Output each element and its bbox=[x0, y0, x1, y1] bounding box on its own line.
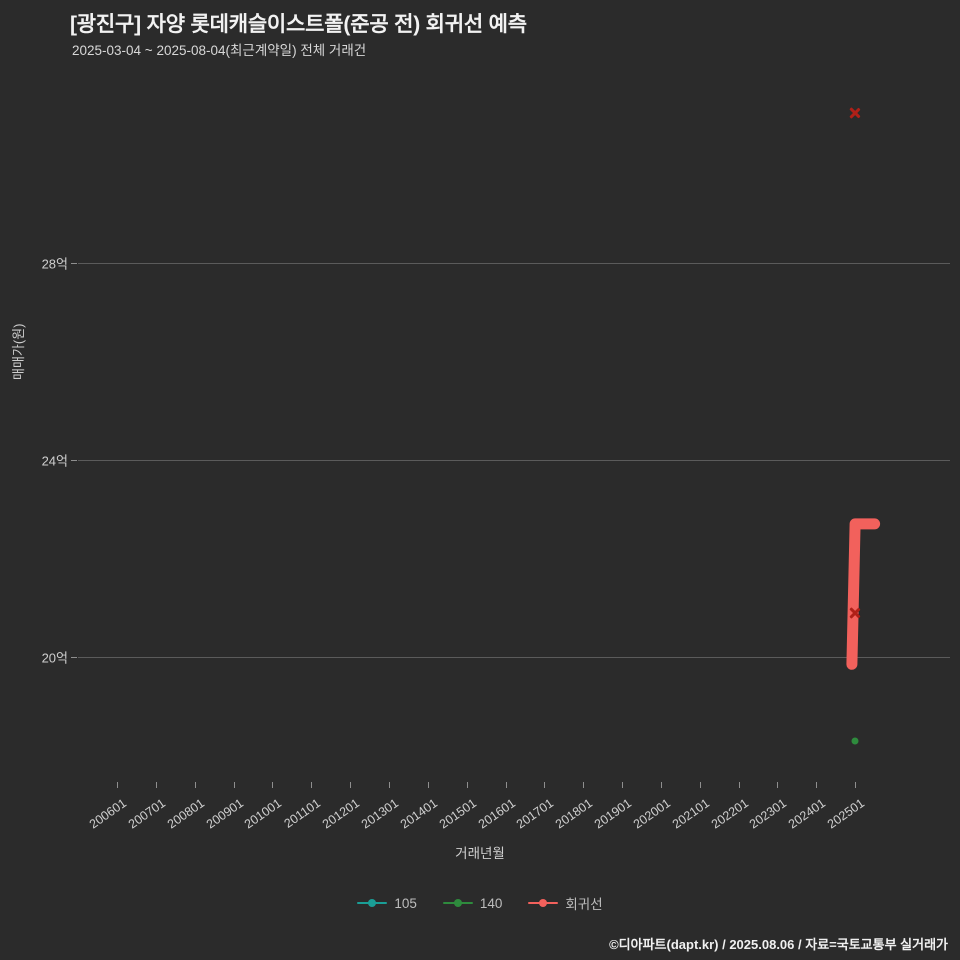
y-axis-label: 매매가(원) bbox=[11, 323, 26, 381]
y-tick-label: 28억 bbox=[41, 256, 68, 272]
x-tick-mark bbox=[272, 782, 274, 788]
x-tick-label: 202101 bbox=[669, 796, 712, 832]
regression-polyline bbox=[846, 518, 881, 670]
x-tick-label: 202401 bbox=[786, 796, 829, 832]
x-tick-label: 201601 bbox=[475, 796, 518, 832]
y-tick-mark bbox=[71, 262, 77, 264]
x-tick-label: 201701 bbox=[514, 796, 557, 832]
x-tick-mark bbox=[544, 782, 546, 788]
page-title: [광진구] 자양 롯데캐슬이스트폴(준공 전) 회귀선 예측 bbox=[70, 13, 527, 36]
x-tick-label: 201201 bbox=[319, 796, 363, 832]
x-tick-mark bbox=[583, 782, 585, 788]
data-point-marker[interactable] bbox=[851, 737, 859, 745]
x-tick-label: 201001 bbox=[242, 796, 285, 832]
x-tick-mark bbox=[350, 782, 352, 788]
footer-credit: ©디아파트(dapt.kr) / 2025.08.06 / 자료=국토교통부 실… bbox=[609, 937, 948, 952]
x-tick-mark bbox=[194, 782, 196, 788]
x-tick-mark bbox=[505, 782, 507, 788]
legend-swatch-icon bbox=[528, 897, 559, 909]
x-tick-label: 201101 bbox=[281, 796, 324, 831]
x-tick-mark bbox=[855, 782, 857, 788]
x-tick-mark bbox=[427, 782, 429, 788]
x-tick-mark bbox=[622, 782, 624, 788]
x-tick-mark bbox=[699, 782, 701, 788]
y-gridline bbox=[78, 262, 950, 264]
x-axis-label: 거래년월 bbox=[455, 846, 505, 861]
legend-item-회귀선[interactable]: 회귀선 bbox=[528, 893, 603, 913]
legend-swatch-icon bbox=[357, 897, 388, 909]
x-tick-label: 201401 bbox=[397, 796, 440, 832]
legend-swatch-icon bbox=[442, 897, 473, 909]
regression-line bbox=[846, 518, 881, 670]
x-axis: 200601 200701 200801 200901 201001 201101 2012… bbox=[78, 782, 950, 852]
y-gridline bbox=[78, 656, 950, 658]
y-gridline bbox=[78, 459, 950, 461]
x-tick-mark bbox=[117, 782, 118, 788]
x-tick-label: 200701 bbox=[125, 796, 168, 832]
x-tick-mark bbox=[466, 782, 468, 788]
x-tick-mark bbox=[155, 782, 157, 788]
x-tick-label: 202001 bbox=[630, 796, 673, 832]
x-tick-mark bbox=[777, 782, 779, 788]
x-tick-mark bbox=[311, 782, 313, 788]
plot-area: 28억 24억 20억 bbox=[42, 66, 950, 780]
x-tick-mark bbox=[738, 782, 740, 788]
x-tick-label: 201801 bbox=[553, 796, 596, 832]
y-tick-label: 20억 bbox=[41, 650, 68, 666]
regression-point-marker[interactable] bbox=[849, 106, 862, 119]
legend-item-140[interactable]: 140 bbox=[442, 895, 503, 911]
legend-label: 140 bbox=[479, 895, 503, 911]
legend-label: 105 bbox=[394, 895, 417, 911]
legend-label: 회귀선 bbox=[565, 897, 603, 912]
y-tick-mark bbox=[71, 459, 77, 461]
x-tick-mark bbox=[660, 782, 662, 788]
x-tick-label: 202501 bbox=[824, 796, 868, 832]
legend-item-105[interactable]: 105 bbox=[357, 896, 417, 911]
x-tick-mark bbox=[388, 782, 390, 788]
x-tick-label: 200801 bbox=[164, 796, 207, 832]
x-tick-label: 201301 bbox=[358, 796, 401, 832]
y-tick-label: 24억 bbox=[41, 453, 68, 469]
x-tick-label: 201901 bbox=[591, 796, 635, 832]
x-tick-label: 201501 bbox=[436, 796, 479, 832]
page-subtitle: 2025-03-04 ~ 2025-08-04(최근계약일) 전체 거래건 bbox=[72, 43, 367, 58]
x-tick-label: 200901 bbox=[203, 796, 246, 832]
x-tick-label: 202201 bbox=[708, 796, 751, 832]
y-tick-mark bbox=[71, 656, 77, 658]
chart-legend: 105 140 회귀선 bbox=[0, 893, 960, 913]
x-tick-label: 200601 bbox=[86, 796, 130, 832]
regression-point-marker[interactable] bbox=[849, 606, 862, 619]
x-tick-mark bbox=[233, 782, 235, 788]
x-tick-mark bbox=[816, 782, 818, 788]
x-tick-label: 202301 bbox=[747, 796, 790, 832]
